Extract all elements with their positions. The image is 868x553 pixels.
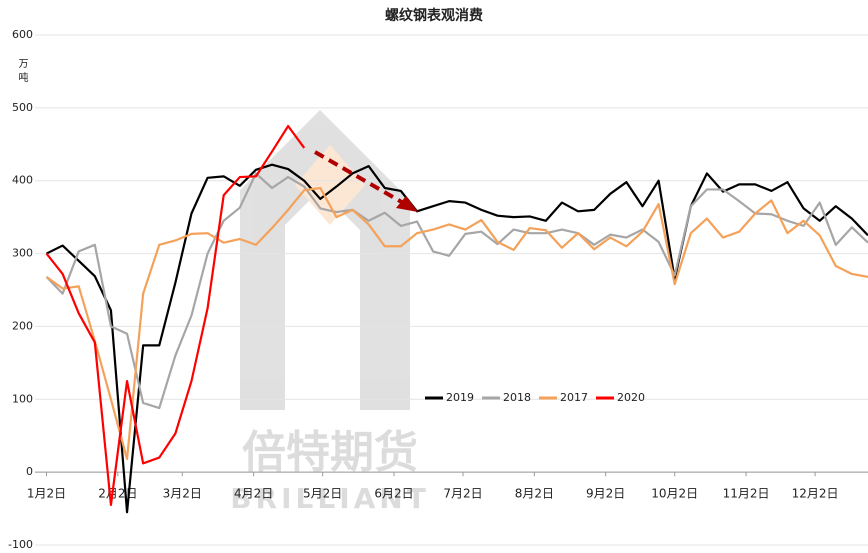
x-tick-label: 5月2日 <box>303 487 342 501</box>
x-tick-label: 3月2日 <box>163 487 202 501</box>
legend-label: 2019 <box>446 391 474 404</box>
series-line <box>45 172 868 410</box>
legend-label: 2018 <box>503 391 531 404</box>
x-tick-label: 6月2日 <box>374 487 413 501</box>
series-line <box>46 163 868 514</box>
y-tick-label: 600 <box>12 28 33 41</box>
y-tick-label: -100 <box>8 538 33 551</box>
y-tick-label: 300 <box>12 247 33 260</box>
y-tick-label: 0 <box>26 465 33 478</box>
y-tick-label: 500 <box>12 101 33 114</box>
legend-label: 2017 <box>560 391 588 404</box>
series-line <box>45 186 868 461</box>
y-axis-label: 万吨 <box>16 58 28 86</box>
y-tick-label: 400 <box>12 174 33 187</box>
x-tick-label: 10月2日 <box>651 487 698 501</box>
plot: -100 0 100 200 300 400 500 600 1月2日 2月2日 3月2日 4月2日 5… <box>8 28 868 551</box>
watermark: 倍特期货 BRILLIANT <box>230 110 430 515</box>
x-tick-label: 1月2日 <box>27 487 66 501</box>
x-tick-label: 2月2日 <box>98 487 137 501</box>
watermark-text: BRILLIANT <box>230 482 430 515</box>
watermark-diamond <box>295 145 365 225</box>
x-tick-label: 8月2日 <box>515 487 554 501</box>
legend-label: 2020 <box>617 391 645 404</box>
series-line <box>45 124 306 507</box>
x-tick-label: 7月2日 <box>443 487 482 501</box>
arrow-head <box>396 196 418 212</box>
arrow <box>313 150 407 206</box>
watermark-text: 倍特期货 <box>242 427 418 478</box>
x-tick-label: 11月2日 <box>723 487 770 501</box>
chart-title: 螺纹钢表观消费 <box>385 7 483 24</box>
x-tick-label: 4月2日 <box>234 487 273 501</box>
x-tick-label: 12月2日 <box>792 487 839 501</box>
x-tick-label: 9月2日 <box>586 487 625 501</box>
watermark-shape <box>240 110 410 410</box>
y-tick-label: 200 <box>12 319 33 332</box>
y-tick-label: 100 <box>12 392 33 405</box>
